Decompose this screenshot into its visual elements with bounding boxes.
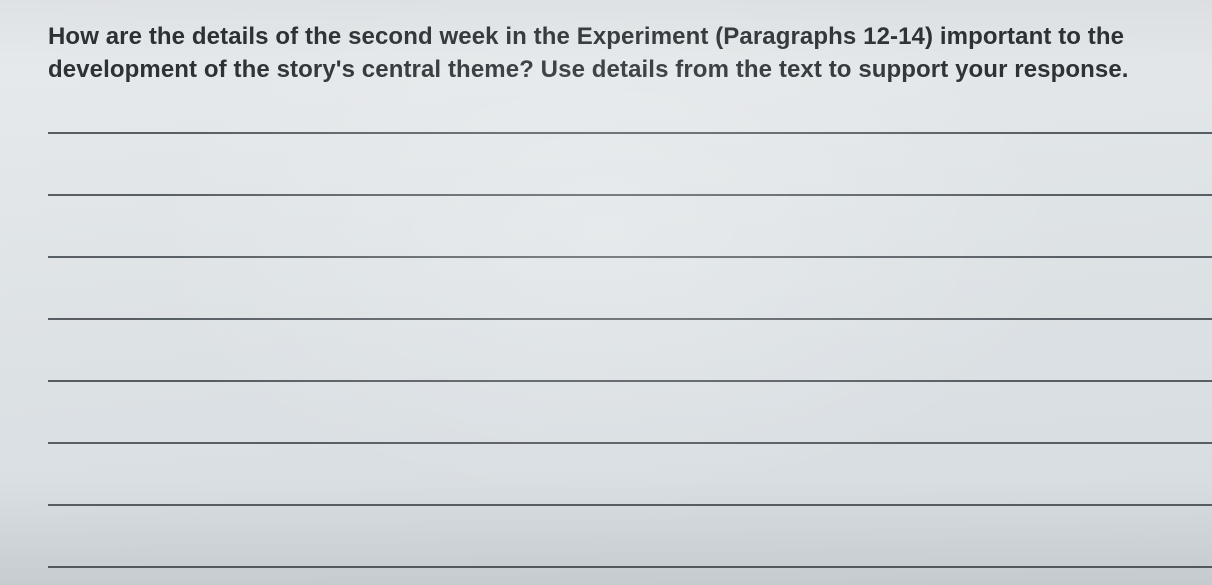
question-line-1: How are the details of the second week i… — [48, 23, 1124, 50]
response-line[interactable] — [48, 134, 1212, 196]
response-lines-area — [48, 132, 1212, 568]
question-prompt: How are the details of the second week i… — [48, 20, 1212, 86]
response-line[interactable] — [48, 506, 1212, 568]
response-line[interactable] — [48, 382, 1212, 444]
response-line[interactable] — [48, 196, 1212, 258]
question-line-2: development of the story's central theme… — [48, 56, 1129, 83]
response-line[interactable] — [48, 320, 1212, 382]
response-line[interactable] — [48, 444, 1212, 506]
worksheet-page: How are the details of the second week i… — [0, 0, 1212, 585]
response-line[interactable] — [48, 258, 1212, 320]
